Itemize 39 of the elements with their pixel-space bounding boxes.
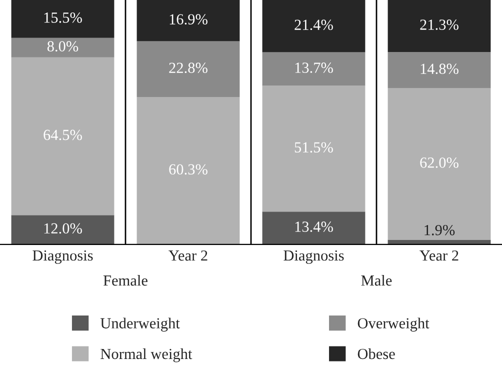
- data-label: 15.5%: [44, 12, 82, 23]
- x-tick-label: Year 2: [168, 250, 208, 261]
- bar: [262, 86, 366, 212]
- legend-label: Overweight: [358, 318, 430, 332]
- bar: [136, 97, 240, 244]
- data-label: 22.8%: [169, 62, 208, 74]
- bar: [262, 212, 366, 244]
- text: Female: [103, 274, 148, 286]
- bar: [11, 38, 114, 58]
- x-tick-label: Diagnosis: [32, 250, 93, 264]
- data-label: 16.9%: [170, 14, 208, 25]
- bar: [262, 52, 366, 86]
- text: Male: [361, 274, 392, 286]
- data-label: 1.9%: [424, 224, 455, 236]
- data-label: 13.7%: [295, 62, 333, 73]
- data-label: 12.0%: [44, 223, 82, 234]
- bar: [11, 0, 114, 38]
- bar: [11, 215, 114, 244]
- data-label: 60.3%: [169, 164, 208, 175]
- legend-label: Obese: [358, 348, 395, 360]
- data-label: 8.0%: [47, 41, 78, 52]
- data-label: 62.0%: [420, 158, 458, 168]
- data-label: 64.5%: [44, 130, 82, 140]
- bar: [11, 57, 114, 216]
- data-label: 13.4%: [295, 222, 333, 232]
- bar: [136, 0, 240, 42]
- data-label: 21.3%: [420, 20, 458, 30]
- x-tick-label: Diagnosis: [284, 250, 344, 264]
- legend-label: Normal weight: [100, 348, 192, 362]
- data-label: 21.4%: [294, 20, 333, 30]
- bar: [388, 88, 491, 240]
- bar: [388, 52, 491, 88]
- bar: [136, 41, 240, 98]
- data-label: 14.8%: [420, 64, 458, 74]
- legend-label: Underweight: [100, 318, 180, 332]
- x-tick-label: Year 2: [420, 250, 458, 261]
- bar: [388, 0, 491, 52]
- bar: [262, 0, 366, 52]
- data-label: 51.5%: [294, 142, 333, 153]
